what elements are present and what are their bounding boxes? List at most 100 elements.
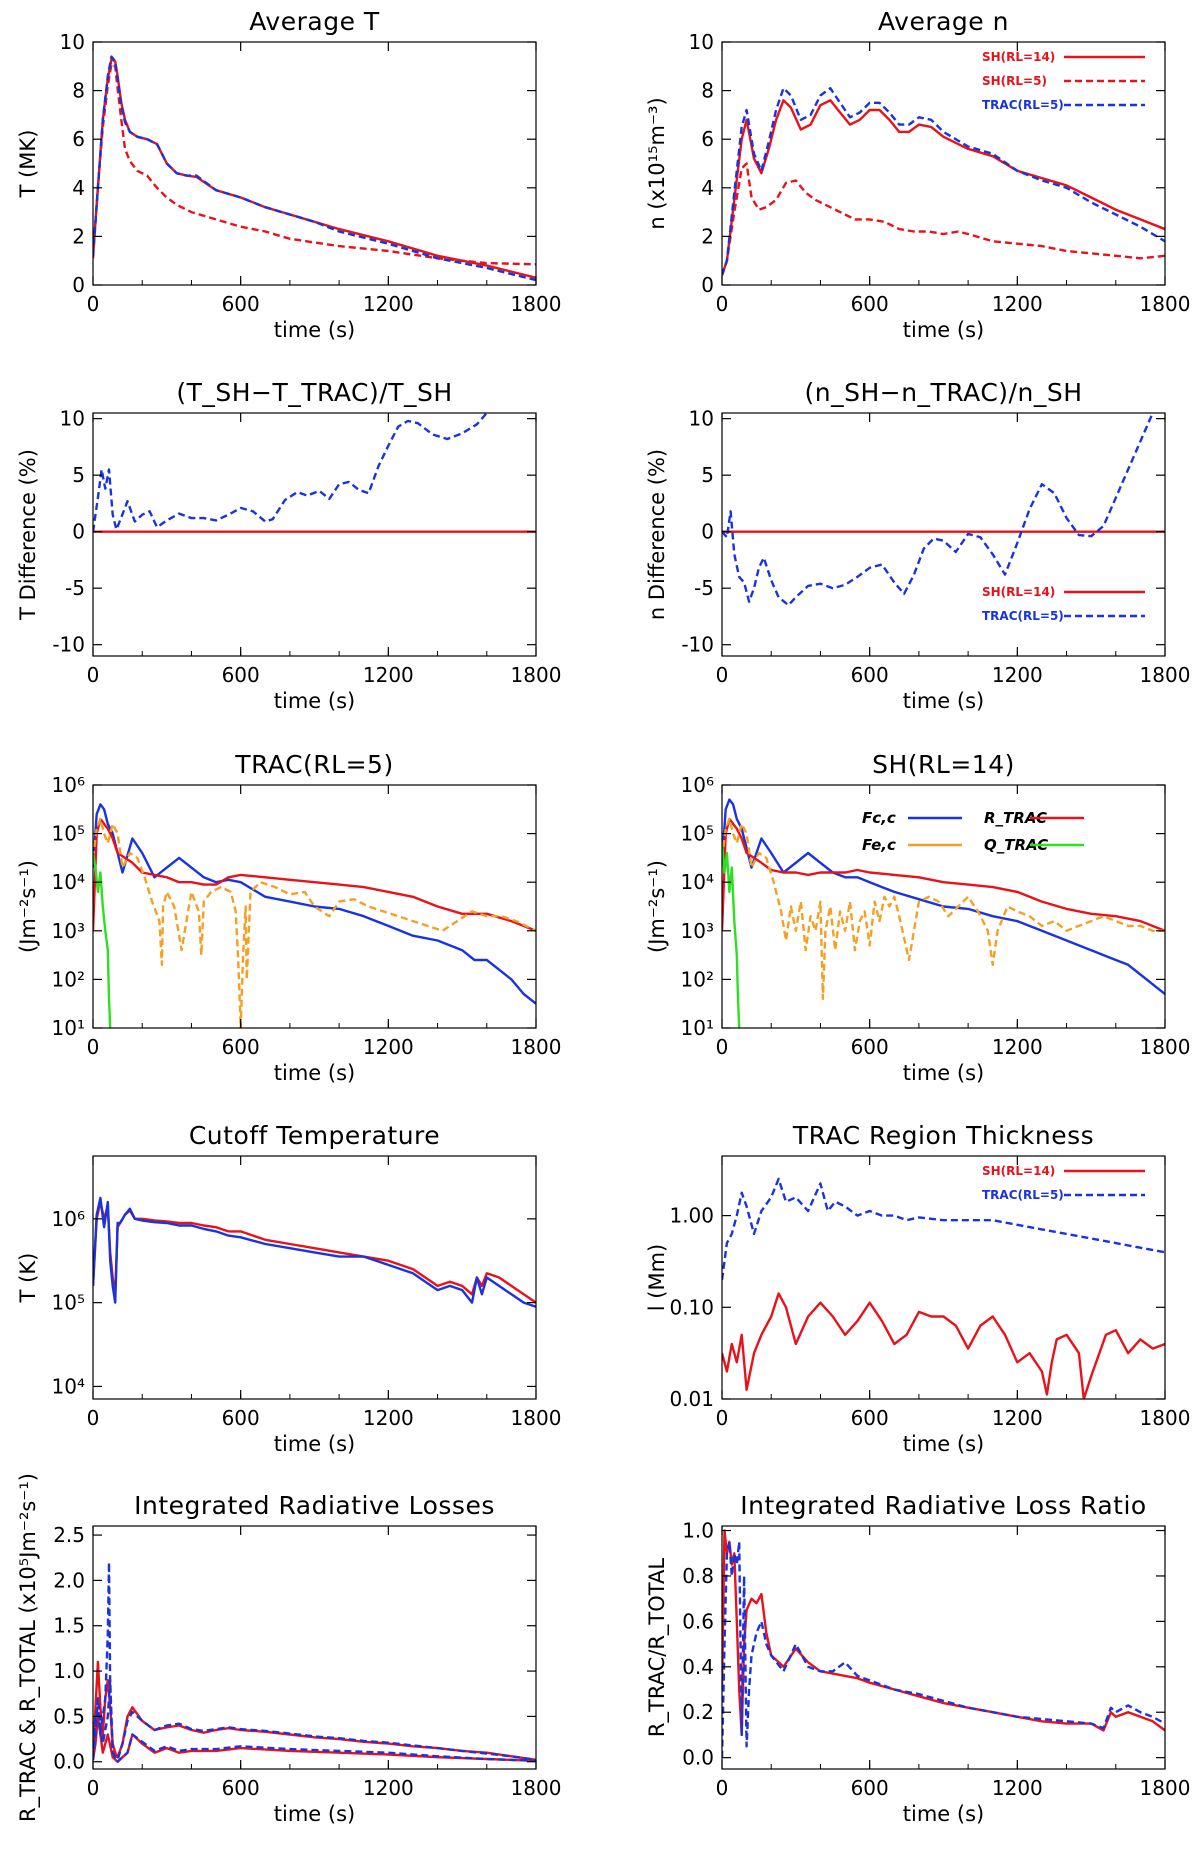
series-group <box>722 1529 1165 1758</box>
x-tick-label: 1800 <box>511 1776 562 1800</box>
y-tick-label: 10⁴ <box>52 1374 85 1398</box>
y-axis-label: T (K) <box>16 1253 40 1304</box>
legend-label: R_TRAC <box>984 809 1047 827</box>
x-tick-label: 1800 <box>511 1406 562 1430</box>
x-tick-label: 600 <box>222 663 260 687</box>
x-tick-label: 1200 <box>992 292 1043 316</box>
y-tick-label: 2 <box>701 224 714 248</box>
y-tick-label: 10⁴ <box>681 870 714 894</box>
x-axis-label: time (s) <box>274 689 355 713</box>
y-tick-label: 6 <box>701 127 714 151</box>
chart-title: TRAC Region Thickness <box>792 1121 1094 1150</box>
y-tick-label: 0.01 <box>669 1387 714 1411</box>
y-tick-label: 2 <box>72 224 85 248</box>
y-tick-label: -10 <box>52 633 85 657</box>
chart-panel-p2: 0 600 1200 1800 0 2 4 6 8 10 Average n time (s) n (x… <box>645 7 1190 342</box>
x-tick-label: 1800 <box>1140 292 1191 316</box>
y-tick-label: 10⁴ <box>52 870 85 894</box>
y-axis-label: R_TRAC & R_TOTAL (x10⁵Jm⁻²s⁻¹) <box>16 1473 41 1822</box>
series-line-1 <box>93 817 536 932</box>
x-tick-label: 1800 <box>1140 1035 1191 1059</box>
chart-panel-p9: 0 600 1200 1800 0.0 0.5 1.0 1.5 2.0 2.5 Integrated… <box>16 1473 561 1826</box>
series-line-0 <box>93 1660 536 1762</box>
x-tick-label: 1800 <box>511 663 562 687</box>
legend-label: SH(RL=14) <box>982 1164 1055 1178</box>
y-tick-label: 10⁵ <box>52 822 85 846</box>
y-tick-label: -5 <box>694 576 714 600</box>
y-tick-label: 2.5 <box>53 1523 85 1547</box>
y-tick-label: 0.4 <box>682 1655 714 1679</box>
legend-label: TRAC(RL=5) <box>982 609 1064 623</box>
legend-label: Q_TRAC <box>984 836 1048 854</box>
chart-title: TRAC(RL=5) <box>234 750 393 779</box>
series-line-2 <box>722 86 1165 276</box>
y-tick-label: 10¹ <box>52 1016 85 1040</box>
series-group <box>722 413 1165 607</box>
y-tick-label: 10 <box>689 30 714 54</box>
series-line-0 <box>722 798 1165 995</box>
y-tick-label: 10³ <box>681 919 714 943</box>
chart-panel-p4: 0 600 1200 1800 -10 -5 0 5 10 (n_SH−n_TRAC)/n_SHt… <box>645 378 1190 713</box>
x-axis-label: time (s) <box>903 318 984 342</box>
x-tick-label: 1800 <box>1140 663 1191 687</box>
x-axis-label: time (s) <box>274 318 355 342</box>
series-line-1 <box>722 817 1165 932</box>
x-tick-label: 600 <box>222 1406 260 1430</box>
y-axis-label: l (Mm) <box>645 1244 669 1311</box>
series-line-2 <box>93 55 536 282</box>
x-tick-label: 600 <box>851 663 889 687</box>
series-line-3 <box>93 852 112 1028</box>
chart-title: Average n <box>878 7 1009 36</box>
x-tick-label: 600 <box>851 1406 889 1430</box>
y-tick-label: 5 <box>72 463 85 487</box>
series-line-0 <box>722 99 1165 276</box>
chart-panel-p1: 0 600 1200 1800 0 2 4 6 8 10 Average T time (s) T (M… <box>16 7 561 342</box>
chart-title: (n_SH−n_TRAC)/n_SH <box>805 378 1083 407</box>
x-tick-label: 1200 <box>992 1776 1043 1800</box>
legend: SH(RL=14) TRAC(RL=5) <box>982 585 1145 623</box>
series-line-0 <box>93 803 536 1005</box>
chart-panel-p6: 0 600 1200 1800 10¹ 10² 10³ 10⁴ 10⁵ 10⁶ SH(RL=14) t… <box>645 750 1190 1085</box>
chart-title: Integrated Radiative Loss Ratio <box>740 1491 1146 1520</box>
y-axis-label: R_TRAC/R_TOTAL <box>645 1558 670 1737</box>
chart-title: Average T <box>249 7 380 36</box>
y-tick-label: 0 <box>701 273 714 297</box>
x-tick-label: 1200 <box>363 1035 414 1059</box>
y-tick-label: 0.8 <box>682 1564 714 1588</box>
chart-panel-p10: 0 600 1200 1800 0.0 0.2 0.4 0.6 0.8 1.0 Integrated… <box>645 1491 1190 1826</box>
series-line-1 <box>93 62 536 266</box>
y-tick-label: 10 <box>60 30 85 54</box>
x-tick-label: 0 <box>716 292 729 316</box>
x-tick-label: 1800 <box>511 292 562 316</box>
x-axis-label: time (s) <box>274 1802 355 1826</box>
series-line-1 <box>722 1540 1165 1758</box>
y-tick-label: 0 <box>701 520 714 544</box>
plot-frame <box>721 1155 1166 1400</box>
series-group <box>93 413 536 533</box>
x-tick-label: 1200 <box>363 663 414 687</box>
series-line-1 <box>93 1196 536 1308</box>
legend-label: SH(RL=5) <box>982 74 1047 88</box>
legend-label: Fc,c <box>862 809 896 827</box>
chart-panel-p3: 0 600 1200 1800 -10 -5 0 5 10 (T_SH−T_TRAC)/T_SHt… <box>16 378 561 713</box>
y-tick-label: 0.5 <box>53 1704 85 1728</box>
x-tick-label: 1200 <box>992 663 1043 687</box>
y-tick-label: 10 <box>60 407 85 431</box>
x-tick-label: 0 <box>716 1776 729 1800</box>
y-tick-label: 1.0 <box>682 1519 714 1543</box>
x-tick-label: 0 <box>716 1035 729 1059</box>
y-tick-label: 1.5 <box>53 1614 85 1638</box>
y-axis-label: T (MK) <box>16 130 40 199</box>
series-line-3 <box>722 843 741 1028</box>
series-line-1 <box>722 162 1165 276</box>
series-group <box>722 1177 1165 1399</box>
x-tick-label: 1800 <box>511 1035 562 1059</box>
x-tick-label: 0 <box>87 292 100 316</box>
y-tick-label: 10⁶ <box>52 1207 85 1231</box>
chart-panel-p5: 0 600 1200 1800 10¹ 10² 10³ 10⁴ 10⁵ 10⁶ TRAC(RL=5)… <box>16 750 561 1085</box>
chart-title: Integrated Radiative Losses <box>134 1491 495 1520</box>
legend-label: SH(RL=14) <box>982 585 1055 599</box>
series-group <box>93 803 536 1028</box>
x-axis-label: time (s) <box>903 689 984 713</box>
